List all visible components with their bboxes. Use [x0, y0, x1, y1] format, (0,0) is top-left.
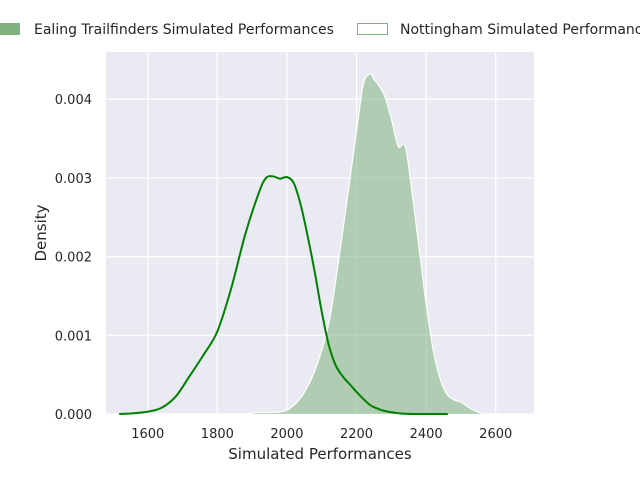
x-tick-label: 1800 [201, 427, 234, 442]
legend-label-1: Nottingham Simulated Performances [400, 22, 640, 38]
x-tick-label: 2600 [479, 427, 512, 442]
y-axis-label: Density [32, 204, 50, 261]
grid-lines [106, 52, 534, 415]
y-tick-label: 0.000 [55, 408, 92, 423]
series-layer [118, 73, 517, 416]
series-0-line [118, 175, 449, 416]
x-tick-label: 2000 [270, 427, 303, 442]
plot-background [106, 52, 534, 414]
x-tick-label: 2400 [410, 427, 443, 442]
series-1-outline [234, 73, 517, 415]
y-tick-label: 0.002 [55, 251, 92, 266]
y-tick-label: 0.004 [55, 93, 92, 108]
legend-swatch-1 [357, 23, 388, 35]
legend: Ealing Trailfinders Simulated Performanc… [0, 22, 640, 38]
legend-label-0: Ealing Trailfinders Simulated Performanc… [34, 22, 334, 38]
x-axis-label: Simulated Performances [228, 445, 412, 463]
tick-labels: 1600 1800 2000 2200 2400 2600 0.000 0.001 0.002 0… [55, 93, 512, 442]
series-1-area [234, 73, 517, 415]
x-tick-label: 1600 [131, 427, 164, 442]
y-tick-label: 0.003 [55, 172, 92, 187]
x-tick-label: 2200 [340, 427, 373, 442]
legend-swatch-0 [0, 23, 20, 35]
y-tick-label: 0.001 [55, 329, 92, 344]
